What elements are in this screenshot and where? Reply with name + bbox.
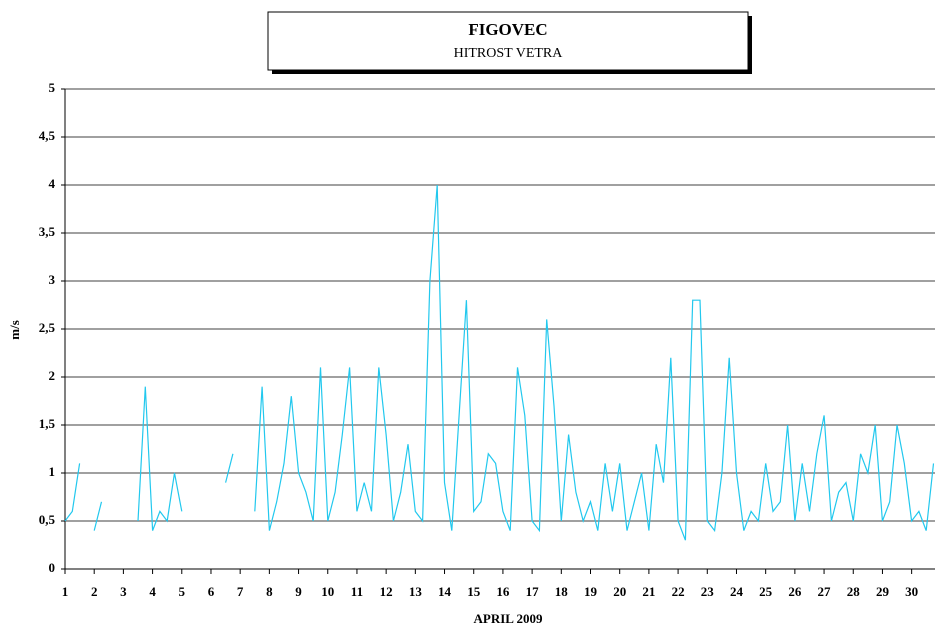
y-tick-label: 4 bbox=[49, 176, 56, 191]
x-tick-label: 30 bbox=[905, 584, 918, 599]
chart-title: FIGOVEC bbox=[468, 20, 547, 39]
x-tick-label: 26 bbox=[788, 584, 802, 599]
chart-subtitle: HITROST VETRA bbox=[454, 46, 564, 61]
x-tick-label: 8 bbox=[266, 584, 273, 599]
x-tick-label: 14 bbox=[438, 584, 452, 599]
x-tick-label: 6 bbox=[208, 584, 215, 599]
x-tick-label: 22 bbox=[672, 584, 685, 599]
x-tick-label: 12 bbox=[380, 584, 393, 599]
x-tick-label: 25 bbox=[759, 584, 773, 599]
x-tick-label: 2 bbox=[91, 584, 98, 599]
x-tick-label: 19 bbox=[584, 584, 598, 599]
x-tick-label: 3 bbox=[120, 584, 127, 599]
x-tick-label: 7 bbox=[237, 584, 244, 599]
y-tick-label: 1,5 bbox=[39, 416, 56, 431]
x-tick-label: 20 bbox=[613, 584, 626, 599]
title-box bbox=[267, 11, 749, 71]
x-tick-label: 21 bbox=[642, 584, 655, 599]
data-line bbox=[64, 184, 935, 541]
y-tick-label: 1 bbox=[49, 464, 56, 479]
x-tick-label: 23 bbox=[701, 584, 715, 599]
x-tick-label: 9 bbox=[295, 584, 302, 599]
x-tick-label: 29 bbox=[876, 584, 890, 599]
y-tick-label: 4,5 bbox=[39, 128, 56, 143]
x-axis-label: APRIL 2009 bbox=[474, 611, 543, 626]
x-tick-label: 13 bbox=[409, 584, 423, 599]
x-tick-label: 24 bbox=[730, 584, 744, 599]
x-tick-label: 4 bbox=[149, 584, 156, 599]
x-tick-label: 27 bbox=[818, 584, 832, 599]
y-tick-label: 3 bbox=[49, 272, 56, 287]
y-tick-label: 5 bbox=[49, 80, 56, 95]
x-tick-label: 1 bbox=[62, 584, 69, 599]
y-tick-label: 0 bbox=[49, 560, 56, 575]
x-tick-label: 5 bbox=[179, 584, 186, 599]
y-axis-label: m/s bbox=[7, 320, 22, 340]
x-tick-label: 16 bbox=[496, 584, 510, 599]
x-tick-label: 11 bbox=[351, 584, 363, 599]
y-tick-label: 0,5 bbox=[39, 512, 56, 527]
y-tick-label: 2 bbox=[49, 368, 56, 383]
x-tick-label: 10 bbox=[321, 584, 334, 599]
x-tick-label: 28 bbox=[847, 584, 861, 599]
x-tick-label: 17 bbox=[526, 584, 540, 599]
y-tick-label: 2,5 bbox=[39, 320, 56, 335]
y-tick-label: 3,5 bbox=[39, 224, 56, 239]
x-tick-label: 15 bbox=[467, 584, 481, 599]
x-tick-label: 18 bbox=[555, 584, 569, 599]
